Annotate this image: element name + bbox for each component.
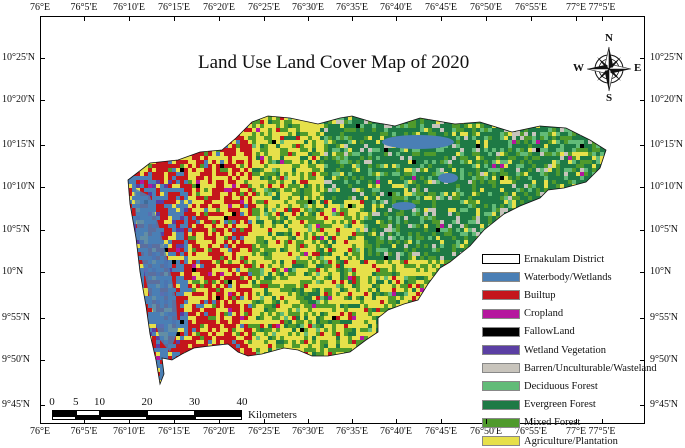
compass-n-label: N [605, 32, 613, 44]
lon-tick-mark-top [486, 16, 487, 21]
lon-tick-mark-bottom [174, 419, 175, 424]
legend-swatch [482, 363, 520, 373]
legend-item: Ernakulam District [482, 252, 604, 266]
lon-tick-mark-top [264, 16, 265, 21]
lon-tick-mark-top [174, 16, 175, 21]
lat-tick-mark-right [640, 58, 645, 59]
legend-swatch [482, 345, 520, 355]
legend-item: Wetland Vegetation [482, 343, 606, 357]
scale-bar-segment [147, 416, 195, 420]
lat-tick-mark-left [40, 100, 45, 101]
lon-tick-mark-top [219, 16, 220, 21]
compass-e-label: E [634, 62, 641, 74]
compass-s-label: S [606, 92, 612, 104]
legend-label: Evergreen Forest [524, 399, 596, 410]
legend-label: Waterbody/Wetlands [524, 272, 612, 283]
reservoir-waterbody [438, 173, 458, 183]
lon-tick-mark-top [40, 16, 41, 21]
legend-item: FallowLand [482, 325, 575, 339]
lon-tick-mark-bottom [84, 419, 85, 424]
legend-item: Deciduous Forest [482, 379, 598, 393]
lat-tick-mark-right [640, 360, 645, 361]
lat-tick-mark-left [40, 360, 45, 361]
legend-item: Cropland [482, 307, 563, 321]
scale-bar-segment [52, 416, 76, 420]
lon-tick-mark-top [396, 16, 397, 21]
lon-tick-mark-top [352, 16, 353, 21]
legend-label: Ernakulam District [524, 254, 604, 265]
lon-tick-mark-bottom [129, 419, 130, 424]
lon-tick-mark-top [602, 16, 603, 21]
lon-tick-mark-bottom [219, 419, 220, 424]
lon-tick-mark-top [576, 16, 577, 21]
lon-tick-mark-bottom [352, 419, 353, 424]
legend-swatch [482, 436, 520, 446]
lat-tick-mark-right [640, 405, 645, 406]
lon-tick-mark-bottom [441, 419, 442, 424]
legend-swatch [482, 400, 520, 410]
lat-tick-mark-right [640, 272, 645, 273]
compass-w-label: W [573, 62, 584, 74]
lon-tick-mark-bottom [576, 419, 577, 424]
legend-swatch [482, 418, 520, 428]
lat-tick-mark-left [40, 318, 45, 319]
lon-tick-mark-bottom [531, 419, 532, 424]
legend-label: Builtup [524, 290, 556, 301]
lat-tick-mark-left [40, 272, 45, 273]
legend-swatch [482, 327, 520, 337]
lon-tick-mark-top [308, 16, 309, 21]
legend-label: Barren/Unculturable/Wasteland [524, 363, 657, 374]
lat-tick-mark-left [40, 58, 45, 59]
scale-tick-label: 40 [237, 396, 248, 408]
map-title: Land Use Land Cover Map of 2020 [198, 52, 469, 74]
lat-tick-mark-left [40, 145, 45, 146]
legend-item: Builtup [482, 288, 556, 302]
scale-tick-label: 10 [94, 396, 105, 408]
legend-label: Wetland Vegetation [524, 345, 606, 356]
lon-tick-mark-bottom [308, 419, 309, 424]
lon-tick-mark-bottom [602, 419, 603, 424]
scale-bar: 0 5 10 20 30 40 Kilometers [52, 396, 352, 426]
lat-tick-mark-left [40, 187, 45, 188]
reservoir-waterbody [392, 202, 416, 210]
scale-units-label: Kilometers [248, 409, 297, 421]
legend-swatch [482, 254, 520, 264]
lat-tick-mark-right [640, 100, 645, 101]
lat-tick-mark-right [640, 145, 645, 146]
legend-swatch [482, 272, 520, 282]
lat-tick-mark-right [640, 187, 645, 188]
lon-tick-mark-bottom [40, 419, 41, 424]
legend-label: Mixed Forest [524, 417, 580, 428]
scale-tick-label: 5 [73, 396, 79, 408]
lat-tick-mark-left [40, 405, 45, 406]
legend-swatch [482, 309, 520, 319]
legend-item: Barren/Unculturable/Wasteland [482, 361, 657, 375]
lon-tick-mark-bottom [264, 419, 265, 424]
lat-tick-mark-right [640, 318, 645, 319]
lon-tick-mark-top [531, 16, 532, 21]
legend-swatch [482, 381, 520, 391]
lon-tick-mark-top [441, 16, 442, 21]
legend-label: Agriculture/Plantation [524, 436, 618, 447]
lon-tick-mark-top [84, 16, 85, 21]
lon-tick-mark-bottom [396, 419, 397, 424]
scale-tick-label: 0 [49, 396, 55, 408]
scale-tick-label: 20 [142, 396, 153, 408]
legend-swatch [482, 290, 520, 300]
lon-tick-mark-bottom [486, 419, 487, 424]
north-arrow-compass-icon: N S E W [578, 36, 640, 102]
legend-item: Waterbody/Wetlands [482, 270, 612, 284]
legend-item: Evergreen Forest [482, 398, 596, 412]
lon-tick-mark-top [129, 16, 130, 21]
legend-label: Deciduous Forest [524, 381, 598, 392]
scale-bar-segment [76, 416, 100, 420]
scale-bar-segment [100, 416, 148, 420]
lat-tick-mark-left [40, 230, 45, 231]
legend-item: Agriculture/Plantation [482, 434, 618, 448]
lat-tick-mark-right [640, 230, 645, 231]
legend-label: Cropland [524, 308, 563, 319]
reservoir-waterbody [382, 135, 454, 149]
scale-tick-label: 30 [189, 396, 200, 408]
legend-label: FallowLand [524, 326, 575, 337]
